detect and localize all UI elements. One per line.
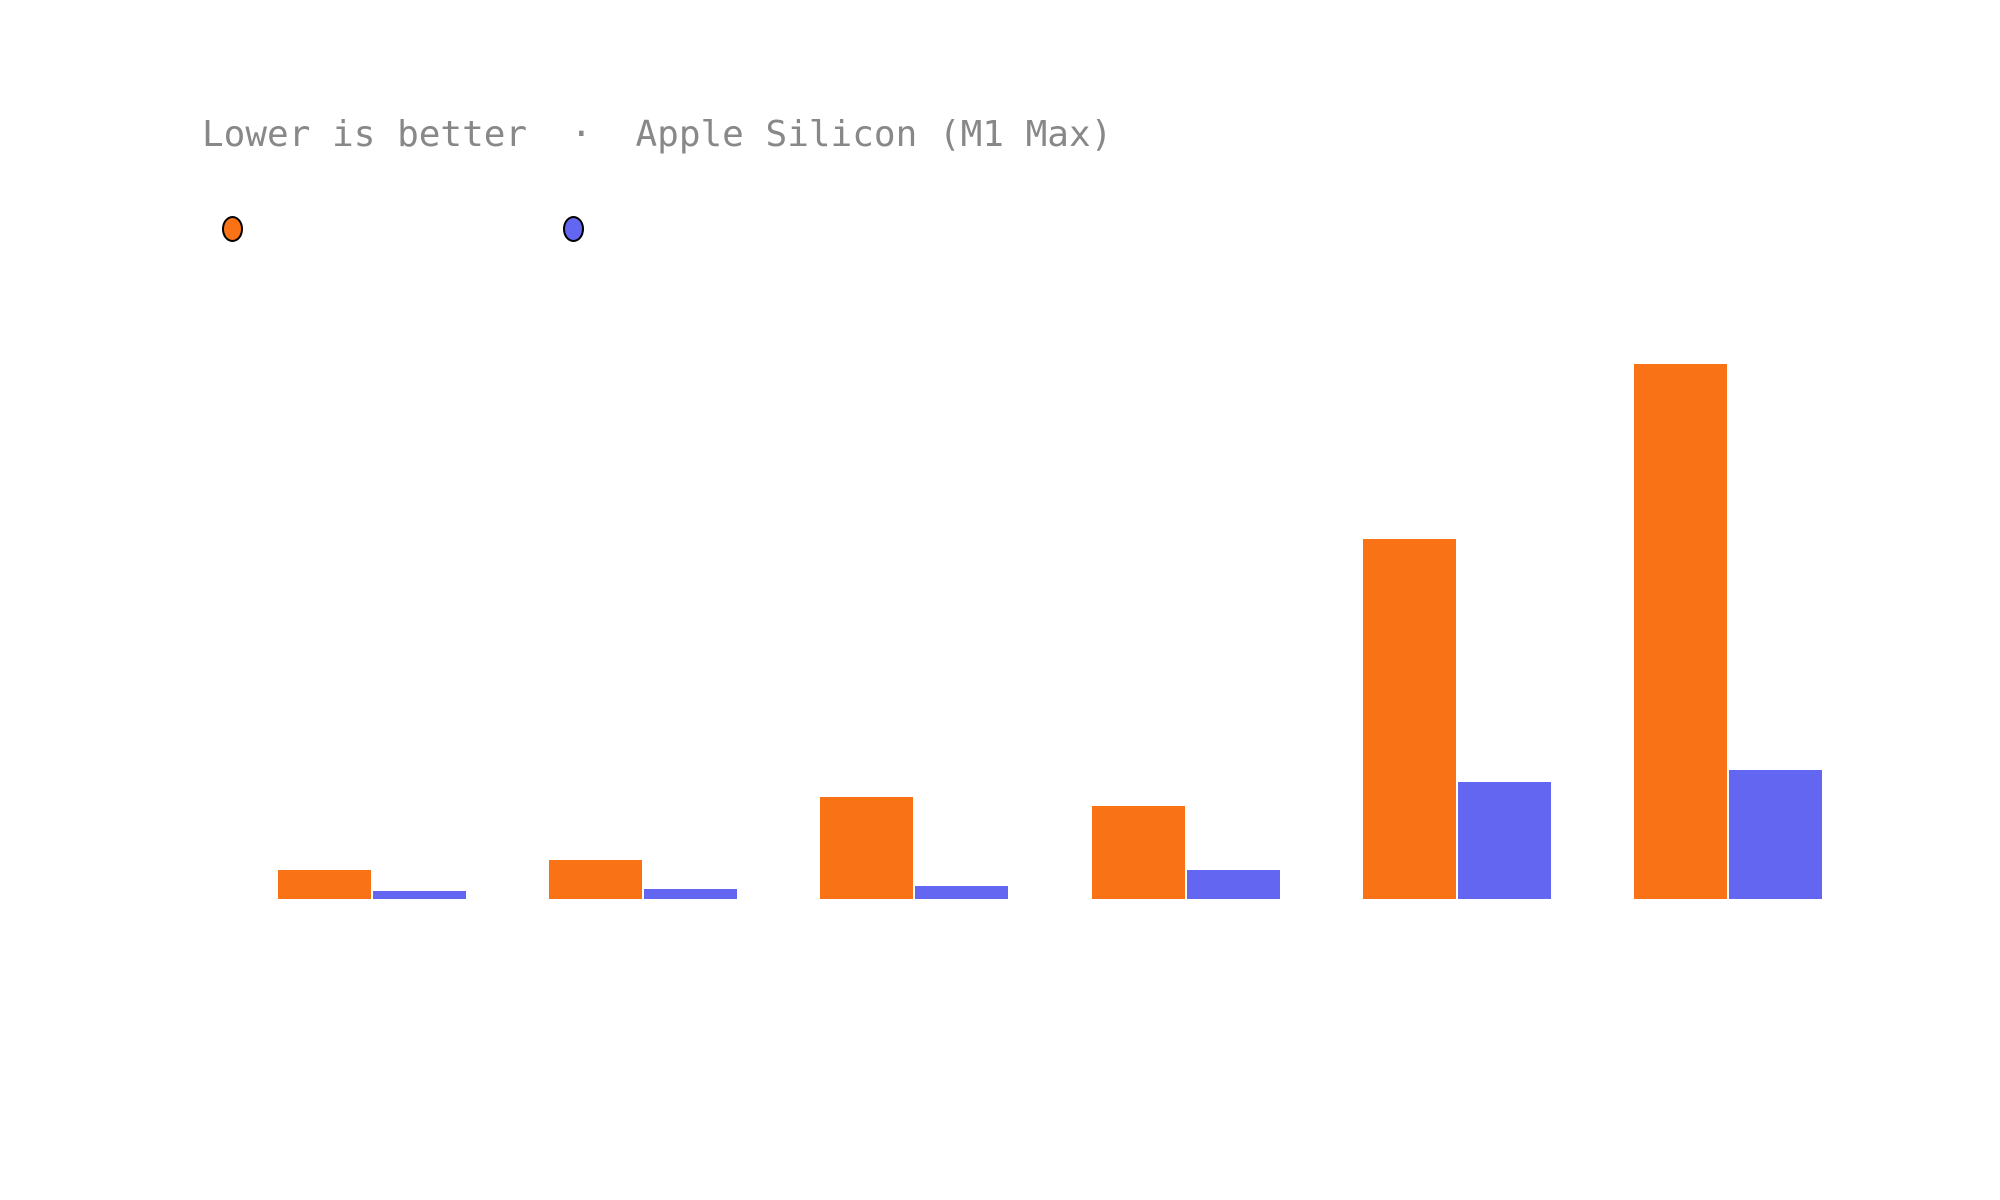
category-label: 5 (1448, 915, 1464, 945)
bar-series-b[interactable] (1458, 782, 1551, 899)
category-label: 3 (905, 915, 921, 945)
legend-item-series-a[interactable]: Series A (222, 196, 361, 262)
legend-item-series-b[interactable]: Series B (563, 196, 702, 262)
category-label: 4 (1177, 915, 1193, 945)
legend-label: Series A (255, 196, 357, 262)
bar-series-a[interactable] (820, 797, 913, 899)
legend-dot-icon (563, 216, 585, 242)
legend-label: Series B (596, 196, 698, 262)
category-label: 2 (634, 915, 650, 945)
bar-series-b[interactable] (915, 886, 1008, 899)
bar-series-b[interactable] (373, 891, 466, 899)
bar-series-b[interactable] (1187, 870, 1280, 899)
legend-dot-icon (222, 216, 244, 242)
bar-series-a[interactable] (1363, 539, 1456, 899)
bar-series-b[interactable] (644, 889, 737, 899)
category-label: 1 (363, 915, 379, 945)
chart-subtitle: Lower is better · Apple Silicon (M1 Max) (202, 114, 1113, 155)
bar-series-b[interactable] (1729, 770, 1822, 899)
category-label: 6 (1719, 915, 1735, 945)
bar-series-a[interactable] (1634, 364, 1727, 899)
bar-series-a[interactable] (1092, 806, 1185, 899)
bar-series-a[interactable] (549, 860, 642, 899)
bar-series-a[interactable] (278, 870, 371, 899)
